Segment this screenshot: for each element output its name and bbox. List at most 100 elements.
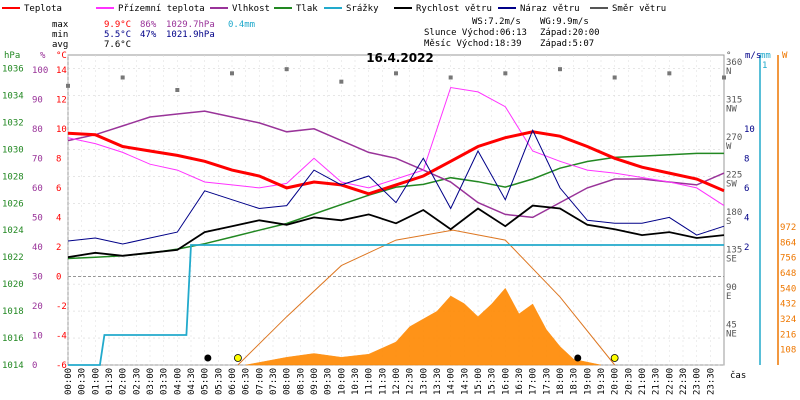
moonrise-marker	[574, 354, 582, 362]
sunrise-marker	[234, 354, 242, 362]
solar-theoretical-line	[237, 229, 616, 366]
direction-tick-label: 135	[726, 246, 742, 256]
time-tick-label: 06:30	[242, 368, 252, 395]
solar-area	[245, 287, 602, 366]
time-tick-label: 02:00	[119, 368, 129, 395]
time-tick-label: 18:30	[570, 368, 580, 395]
moonset-marker	[204, 354, 212, 362]
wind-direction-point	[66, 83, 70, 88]
time-tick-label: 17:00	[529, 368, 539, 395]
stats-max-hum: 86%	[140, 20, 157, 30]
direction-tick-name: NW	[726, 105, 737, 115]
wind-speed-line	[67, 204, 725, 259]
chart-title: 16.4.2022	[366, 51, 434, 65]
time-tick-label: 01:30	[105, 368, 115, 395]
time-tick-label: 21:00	[638, 368, 648, 395]
time-tick-label: 04:30	[187, 368, 197, 395]
info-moonset: Západ:5:07	[540, 39, 594, 49]
time-tick-label: 22:30	[679, 368, 689, 395]
wind-direction-point	[558, 67, 562, 72]
legend-label: Vlhkost	[232, 4, 270, 14]
solar-tick-label: 756	[780, 254, 796, 264]
wind-direction-point	[503, 71, 508, 76]
temp-tick-label: 0	[56, 272, 61, 282]
legend-label: Přízemní teplota	[118, 4, 205, 14]
time-tick-label: 13:30	[433, 368, 443, 395]
time-tick-label: 16:30	[515, 368, 525, 395]
time-tick-label: 17:30	[542, 368, 552, 395]
stats-max-press: 1029.7hPa	[166, 20, 215, 30]
time-tick-label: 00:30	[78, 368, 88, 395]
time-tick-label: 13:00	[419, 368, 429, 395]
wind-direction-point	[175, 88, 180, 92]
time-tick-label: 09:00	[310, 368, 320, 395]
temp-tick-label: -4	[56, 331, 67, 341]
humidity-tick-label: 90	[32, 95, 43, 105]
time-tick-label: 23:30	[706, 368, 716, 395]
stats-max-temp: 9.9°C	[104, 20, 131, 30]
humidity-tick-label: 30	[32, 272, 43, 282]
direction-tick-label: 270	[726, 133, 742, 143]
stats-max-label: max	[52, 20, 69, 30]
stats-min-hum: 47%	[140, 30, 157, 40]
humidity-tick-label: 80	[32, 125, 43, 135]
hpa-tick-label: 1034	[2, 91, 24, 101]
direction-tick-label: 90	[726, 283, 737, 293]
time-tick-label: 03:00	[146, 368, 156, 395]
solar-tick-label: 540	[780, 284, 796, 294]
solar-series	[237, 229, 616, 366]
wind-direction-point	[722, 75, 726, 80]
hpa-tick-label: 1030	[2, 145, 24, 155]
wind-direction-point	[394, 71, 398, 76]
direction-tick-name: E	[726, 292, 731, 302]
time-tick-label: 21:30	[652, 368, 662, 395]
legend-item-wind-speed: Rychlost větru	[394, 4, 492, 14]
time-tick-label: 16:00	[501, 368, 511, 395]
temp-tick-label: 12	[56, 95, 67, 105]
direction-tick-label: 45	[726, 321, 737, 331]
legend-label: Směr větru	[612, 4, 666, 14]
direction-tick-label: 360	[726, 58, 742, 68]
time-tick-label: 20:30	[624, 368, 634, 395]
stats-min-press: 1021.9hPa	[166, 30, 215, 40]
hpa-tick-label: 1036	[2, 64, 24, 74]
temp-tick-label: 10	[56, 125, 67, 135]
speed-unit: m/s	[745, 51, 761, 61]
rain-tick-label: 1	[762, 61, 767, 71]
solar-tick-label: 864	[780, 238, 796, 248]
time-tick-label: 07:00	[255, 368, 265, 395]
direction-tick-name: N	[726, 67, 731, 77]
solar-tick-label: 324	[780, 315, 796, 325]
wind-direction-point	[230, 71, 234, 76]
temp-tick-label: -2	[56, 302, 67, 312]
temp-tick-label: 6	[56, 184, 61, 194]
time-tick-label: 06:00	[228, 368, 238, 395]
wind-gust-line	[67, 129, 725, 245]
legend-item-temperature: Teplota	[2, 4, 62, 14]
info-sunset: Západ:20:00	[540, 28, 600, 38]
time-tick-label: 19:30	[597, 368, 607, 395]
hpa-tick-label: 1022	[2, 253, 24, 263]
time-tick-label: 15:30	[488, 368, 498, 395]
humidity-tick-label: 40	[32, 243, 43, 253]
speed-tick-label: 4	[744, 213, 749, 223]
temp-unit: °C	[56, 51, 67, 61]
stats-min-temp: 5.5°C	[104, 30, 131, 40]
solar-tick-label: 216	[780, 330, 796, 340]
direction-tick-label: 180	[726, 208, 742, 218]
time-tick-label: 03:30	[160, 368, 170, 395]
time-tick-label: 19:00	[583, 368, 593, 395]
stats-avg-label: avg	[52, 40, 68, 50]
hpa-tick-label: 1024	[2, 226, 24, 236]
hpa-tick-label: 1028	[2, 172, 24, 182]
direction-tick-name: S	[726, 217, 731, 227]
time-tick-label: 04:00	[173, 368, 183, 395]
info-wg: WG:9.9m/s	[540, 17, 589, 27]
legend-item-wind-direction: Směr větru	[590, 4, 666, 14]
humidity-tick-label: 100	[32, 66, 48, 76]
humidity-tick-label: 50	[32, 213, 43, 223]
temperature-line	[67, 130, 725, 196]
wind-direction-point	[284, 67, 289, 72]
time-tick-label: 05:30	[214, 368, 224, 395]
wind-direction-point	[120, 75, 125, 80]
